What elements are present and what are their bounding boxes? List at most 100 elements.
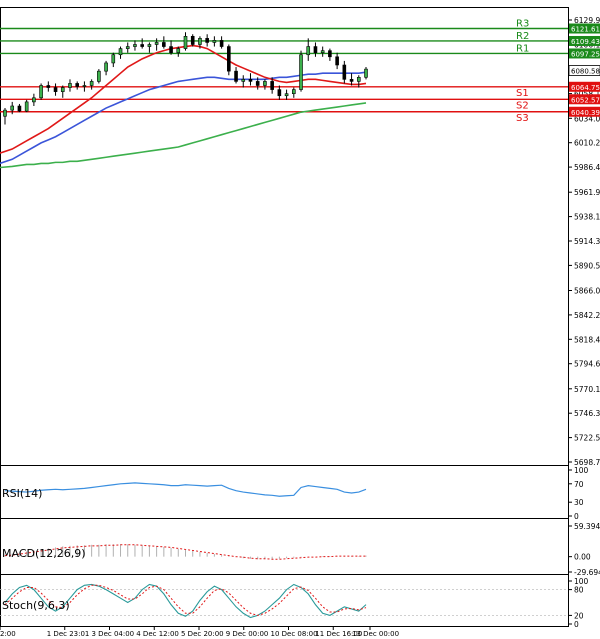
candle-body: [284, 93, 289, 97]
candle-body: [60, 87, 65, 92]
stoch-d-line: [4, 584, 367, 616]
macd-panel-frame: [0, 518, 569, 575]
price-tick-label: 5746.30: [574, 409, 600, 418]
candle-body: [75, 83, 79, 87]
candle-body: [10, 105, 15, 111]
level-label-r1: R1: [516, 43, 529, 54]
candle-body: [125, 46, 130, 49]
price-tick-label: 5794.60: [574, 360, 600, 369]
price-tick-label: 5914.30: [574, 237, 600, 246]
candle-body: [320, 50, 325, 53]
stoch-label: Stoch(9,6,3): [2, 599, 70, 612]
candle-body: [241, 79, 246, 82]
level-value: 6121.61: [571, 25, 600, 33]
candle-body: [24, 101, 29, 112]
indicator-tick-label: 59.394: [574, 522, 600, 531]
time-tick-label: 9 Dec 00:00: [226, 630, 269, 638]
ma-blue-line: [0, 71, 367, 165]
candle-body: [364, 68, 368, 78]
candle-body: [212, 40, 217, 43]
candle-body: [140, 44, 144, 47]
current-price-value: 6080.58: [571, 68, 600, 76]
time-tick-label: 11 Dec 16:00: [315, 630, 362, 638]
rsi-indicator: 100 70 30 0 RSI(14): [2, 466, 589, 521]
indicator-tick-label: 0.00: [574, 553, 591, 562]
candle-body: [255, 81, 260, 86]
candle-body: [270, 81, 274, 90]
indicator-tick-label: 100: [574, 577, 589, 586]
candle-body: [162, 42, 166, 47]
rsi-label: RSI(14): [2, 487, 42, 500]
support-resistance-levels: R3 6121.61 R2 6109.43 R1 6097.25 S1 6064.75 S2 60…: [0, 18, 600, 124]
candle-body: [248, 79, 253, 82]
level-label-s1: S1: [516, 88, 529, 99]
candle-body: [46, 85, 51, 88]
level-value-box: [569, 35, 600, 46]
stoch-panel-frame: [0, 574, 569, 627]
macd-signal-line: [4, 544, 366, 560]
candle-body: [219, 40, 224, 47]
price-tick-label: 5866.00: [574, 287, 600, 296]
candle-body: [3, 109, 7, 117]
price-tick-label: 6058.10: [574, 90, 600, 99]
time-tick-label: 2:00: [0, 630, 16, 638]
rsi-line: [4, 482, 367, 497]
candle-body: [198, 38, 202, 45]
time-tick-label: 3 Dec 04:00: [92, 630, 135, 638]
candle-body: [104, 62, 108, 72]
level-value: 6097.25: [571, 50, 600, 58]
candle-body: [111, 54, 116, 64]
candle-body: [118, 48, 123, 56]
indicator-tick-label: 30: [574, 498, 584, 507]
level-value: 6040.39: [571, 109, 600, 117]
candle-body: [234, 70, 238, 82]
current-price-tag: 6080.58: [568, 65, 600, 76]
price-tick-label: 5890.50: [574, 261, 600, 270]
time-tick-label: 1 Dec 23:01: [47, 630, 90, 638]
candle-body: [39, 85, 43, 99]
current-price-box: [568, 65, 600, 76]
candle-body: [190, 35, 195, 45]
candlesticks: [3, 32, 368, 125]
indicator-tick-label: 70: [574, 480, 584, 489]
candle-body: [205, 38, 209, 43]
rsi-panel-frame: [0, 465, 569, 519]
candle-body: [154, 42, 159, 45]
level-label-s2: S2: [516, 100, 529, 111]
indicator-tick-label: 20: [574, 611, 584, 620]
candle-body: [342, 64, 347, 80]
price-tick-label: 5818.40: [574, 335, 600, 344]
indicator-tick-label: 0: [574, 512, 579, 521]
candle-body: [328, 50, 332, 58]
level-value-box: [569, 23, 600, 34]
macd-indicator: 59.394 0.00 -29.694 MACD(12,26,9): [2, 522, 600, 577]
indicator-tick-label: 80: [574, 586, 584, 595]
price-tick-label: 5770.10: [574, 385, 600, 394]
time-tick-label: 4 Dec 12:00: [136, 630, 179, 638]
time-tick-label: 5 Dec 20:00: [181, 630, 224, 638]
ma-green-line: [0, 102, 367, 169]
price-tick-label: 5842.20: [574, 311, 600, 320]
indicator-tick-label: 100: [574, 466, 589, 475]
candle-body: [53, 87, 58, 92]
candle-body: [176, 48, 181, 53]
price-tick-label: 5722.50: [574, 434, 600, 443]
indicator-tick-label: -29.694: [574, 568, 600, 577]
time-axis: 2:00 1 Dec 23:01 3 Dec 04:00 4 Dec 12:00 5 D…: [0, 626, 399, 638]
level-label-r3: R3: [516, 18, 529, 29]
price-tick-label: 5961.90: [574, 188, 600, 197]
candle-body: [356, 77, 361, 82]
indicator-tick-label: 0: [574, 620, 579, 629]
candle-body: [299, 54, 303, 90]
level-value: 6109.43: [571, 38, 600, 46]
level-value-box: [569, 106, 600, 117]
price-tick-label: 5986.40: [574, 163, 600, 172]
level-value-box: [569, 94, 600, 105]
level-value-box: [569, 81, 600, 92]
candle-body: [17, 105, 22, 112]
candle-body: [169, 46, 173, 53]
candle-body: [147, 44, 152, 47]
candle-body: [183, 35, 188, 49]
level-value: 6064.75: [571, 84, 600, 92]
